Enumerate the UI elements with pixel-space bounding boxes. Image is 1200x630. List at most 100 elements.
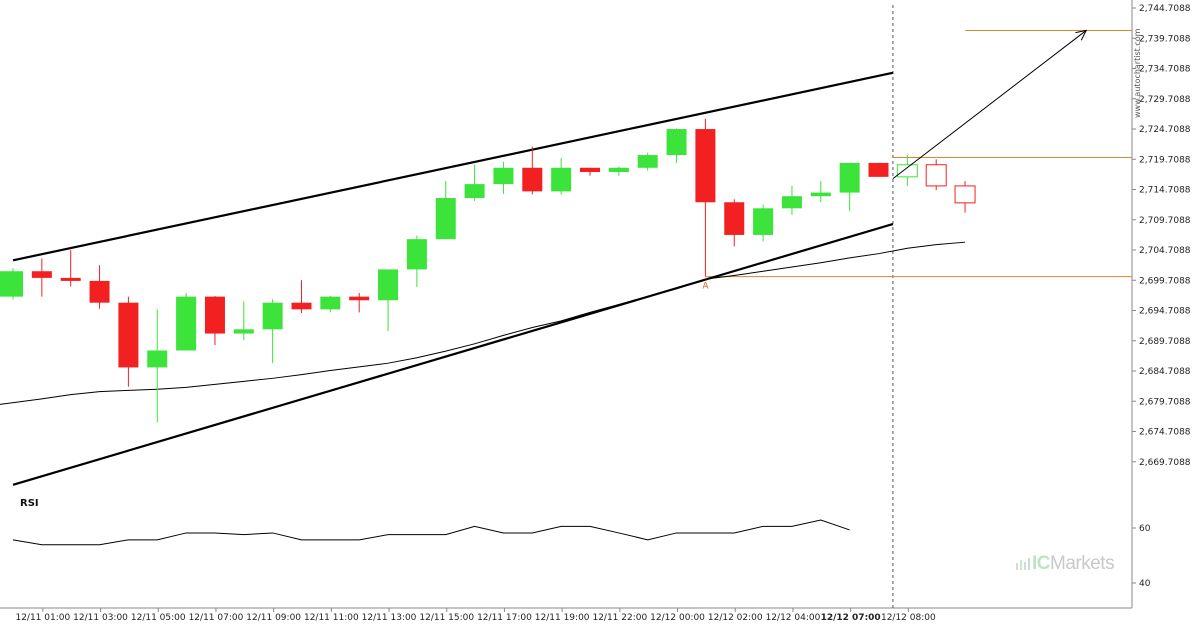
candle <box>262 299 283 364</box>
svg-text:www.autochartist.com: www.autochartist.com <box>1133 28 1142 118</box>
candle-body <box>176 296 197 351</box>
candle-body <box>608 167 629 173</box>
time-tick-label: 12/12 07:00 <box>821 613 881 623</box>
candle <box>147 309 168 423</box>
candle-body <box>925 164 947 187</box>
candle-body <box>31 271 52 278</box>
candle-body <box>262 302 283 330</box>
time-tick-label: 12/11 13:00 <box>362 613 417 623</box>
time-tick-label: 12/11 03:00 <box>73 613 128 623</box>
candle-body <box>435 198 456 240</box>
candle-body <box>349 296 370 301</box>
time-axis: 12/11 01:00 12/11 03:00 12/11 05:00 12/11 0… <box>15 608 936 623</box>
candle-body <box>580 167 600 173</box>
candle <box>0 268 23 300</box>
time-tick-label: 12/11 19:00 <box>535 613 590 623</box>
candle-body <box>406 239 427 270</box>
candle-body <box>320 296 341 310</box>
candle-body <box>464 184 485 199</box>
candle-body <box>666 129 687 156</box>
time-tick-label: 12/11 01:00 <box>15 613 70 623</box>
candle <box>522 146 543 195</box>
candle <box>580 167 600 176</box>
price-tick-label: 2,679.7088 <box>1139 397 1191 407</box>
time-tick-label: 12/12 04:00 <box>766 613 821 623</box>
price-tick-label: 2,674.7088 <box>1139 428 1191 438</box>
candle <box>320 296 341 313</box>
channel-lower-line <box>12 222 894 486</box>
candles-layer <box>0 118 976 423</box>
candle <box>204 296 225 346</box>
candle-body <box>147 350 168 368</box>
rsi-tick-label: 40 <box>1139 579 1151 589</box>
moving-average-line <box>0 241 966 405</box>
candle <box>551 158 572 195</box>
candle <box>753 204 774 242</box>
candle-body <box>378 269 399 301</box>
candle-body <box>204 296 225 334</box>
candle <box>724 199 745 247</box>
price-tick-label: 2,699.7088 <box>1139 276 1191 286</box>
candle-body <box>60 277 81 281</box>
price-tick-label: 2,719.7088 <box>1139 155 1191 165</box>
price-tick-label: 2,694.7088 <box>1139 307 1191 317</box>
rsi-layer <box>12 519 850 546</box>
candle <box>493 161 514 194</box>
time-tick-label: 12/11 07:00 <box>189 613 244 623</box>
candle-body <box>551 167 572 192</box>
level-lines <box>705 29 1132 278</box>
candle <box>89 265 110 309</box>
candle-body <box>118 302 139 368</box>
candle <box>666 128 687 163</box>
candle-body <box>0 271 23 297</box>
candle <box>464 164 485 202</box>
candle-body <box>89 280 110 303</box>
candle-body <box>896 164 918 178</box>
candle-body <box>954 185 976 204</box>
candle-body <box>522 167 543 192</box>
price-tick-label: 2,739.7088 <box>1139 34 1191 44</box>
price-tick-label: 2,729.7088 <box>1139 95 1191 105</box>
price-tick-label: 2,709.7088 <box>1139 216 1191 226</box>
candle-body <box>724 202 745 235</box>
channel-lines <box>12 71 894 486</box>
time-tick-label: 12/12 00:00 <box>650 613 705 623</box>
time-tick-label: 12/11 17:00 <box>477 613 532 623</box>
candle <box>31 258 52 297</box>
price-tick-label: 2,704.7088 <box>1139 246 1191 256</box>
price-tick-label: 2,689.7088 <box>1139 337 1191 347</box>
time-tick-label: 12/11 15:00 <box>419 613 474 623</box>
time-tick-label: 12/11 11:00 <box>304 613 359 623</box>
brand-bars-icon <box>1016 558 1030 570</box>
candle <box>60 250 81 287</box>
candle <box>406 235 427 287</box>
candle <box>118 296 139 387</box>
candle <box>925 159 947 191</box>
price-tick-label: 2,744.7088 <box>1139 4 1191 14</box>
candle <box>291 280 312 313</box>
rsi-tick-label: 60 <box>1139 524 1151 534</box>
candle <box>233 301 254 341</box>
rsi-axis: 60 40 <box>1132 524 1151 589</box>
forecast-arrow-head <box>1075 29 1088 41</box>
candle <box>637 152 658 171</box>
grid-layer <box>0 0 1133 609</box>
candle <box>868 162 889 177</box>
candle <box>435 181 456 240</box>
candle-body <box>233 329 254 334</box>
price-tick-label: 2,669.7088 <box>1139 458 1191 468</box>
candle <box>378 269 399 332</box>
candle-body <box>810 192 831 197</box>
candle <box>608 166 629 176</box>
candle <box>839 162 860 212</box>
channel-upper-line <box>12 71 894 262</box>
candle <box>781 185 802 215</box>
price-tick-label: 2,714.7088 <box>1139 186 1191 196</box>
candle-body <box>493 167 514 185</box>
candle-body <box>839 162 860 193</box>
candle-body <box>637 155 658 168</box>
rsi-line <box>12 519 850 546</box>
moving-average-layer <box>0 241 966 405</box>
rsi-title: RSI <box>20 498 39 509</box>
watermark: www.autochartist.com <box>1133 28 1142 118</box>
